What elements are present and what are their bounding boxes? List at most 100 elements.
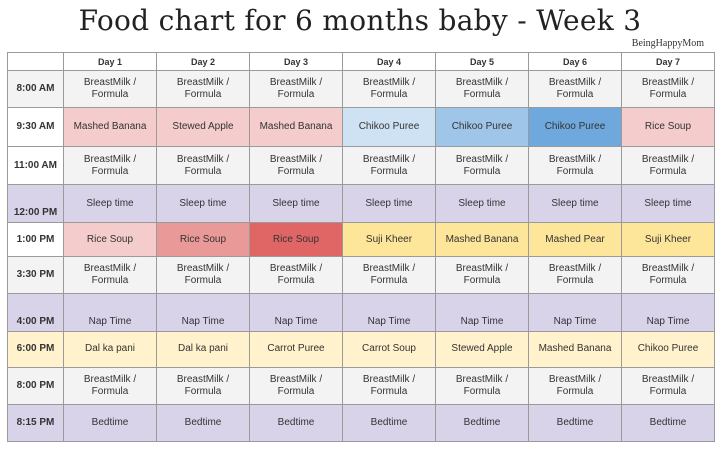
meal-cell: BreastMilk / Formula bbox=[621, 255, 715, 294]
meal-cell: Chikoo Puree bbox=[528, 106, 622, 147]
meal-cell: BreastMilk / Formula bbox=[63, 70, 157, 108]
meal-cell: Sleep time bbox=[342, 184, 436, 224]
meal-cell: Bedtime bbox=[342, 404, 436, 442]
meal-cell: BreastMilk / Formula bbox=[435, 255, 529, 294]
meal-cell: Carrot Soup bbox=[342, 330, 436, 369]
meal-cell: BreastMilk / Formula bbox=[435, 367, 529, 406]
meal-cell: Bedtime bbox=[435, 404, 529, 442]
table-row: 3:30 PM BreastMilk / Formula BreastMilk / … bbox=[7, 255, 715, 294]
table-row: 8:15 PM Bedtime Bedtime Bedtime Bedtime Bedti… bbox=[7, 404, 715, 442]
meal-cell: Suji Kheer bbox=[621, 222, 715, 257]
meal-cell: BreastMilk / Formula bbox=[621, 367, 715, 406]
meal-cell: Mashed Banana bbox=[435, 222, 529, 257]
meal-cell: Stewed Apple bbox=[156, 106, 250, 147]
chart-body: 8:00 AM BreastMilk / Formula BreastMilk / … bbox=[7, 70, 715, 442]
meal-cell: BreastMilk / Formula bbox=[342, 255, 436, 294]
time-cell: 6:00 PM bbox=[7, 330, 64, 369]
meal-cell: Mashed Banana bbox=[528, 330, 622, 369]
meal-cell: Mashed Banana bbox=[249, 106, 343, 147]
meal-cell: Nap Time bbox=[249, 292, 343, 332]
meal-cell: Chikoo Puree bbox=[342, 106, 436, 147]
table-row: 1:00 PM Rice Soup Rice Soup Rice Soup Suji K… bbox=[7, 222, 715, 257]
time-cell: 8:00 AM bbox=[7, 70, 64, 108]
header-day-4: Day 4 bbox=[342, 52, 436, 71]
meal-cell: Nap Time bbox=[342, 292, 436, 332]
meal-cell: Dal ka pani bbox=[63, 330, 157, 369]
meal-cell: BreastMilk / Formula bbox=[528, 70, 622, 108]
meal-cell: Nap Time bbox=[621, 292, 715, 332]
meal-cell: Nap Time bbox=[528, 292, 622, 332]
meal-cell: BreastMilk / Formula bbox=[621, 70, 715, 108]
brand-watermark: BeingHappyMom bbox=[631, 38, 704, 49]
meal-cell: Bedtime bbox=[156, 404, 250, 442]
meal-cell: BreastMilk / Formula bbox=[528, 367, 622, 406]
meal-cell: Suji Kheer bbox=[342, 222, 436, 257]
meal-cell: BreastMilk / Formula bbox=[435, 145, 529, 186]
header-corner bbox=[7, 52, 64, 71]
meal-cell: BreastMilk / Formula bbox=[621, 145, 715, 186]
meal-cell: BreastMilk / Formula bbox=[63, 367, 157, 406]
table-row: 11:00 AM BreastMilk / Formula BreastMilk /… bbox=[7, 145, 715, 186]
meal-cell: BreastMilk / Formula bbox=[342, 70, 436, 108]
header-day-1: Day 1 bbox=[63, 52, 157, 71]
meal-cell: BreastMilk / Formula bbox=[342, 367, 436, 406]
header-day-2: Day 2 bbox=[156, 52, 250, 71]
table-row: 8:00 AM BreastMilk / Formula BreastMilk / … bbox=[7, 70, 715, 108]
meal-cell: Nap Time bbox=[435, 292, 529, 332]
time-cell: 4:00 PM bbox=[7, 292, 64, 332]
meal-cell: Dal ka pani bbox=[156, 330, 250, 369]
meal-cell: Nap Time bbox=[63, 292, 157, 332]
meal-cell: BreastMilk / Formula bbox=[156, 145, 250, 186]
time-cell: 12:00 PM bbox=[7, 184, 64, 224]
meal-cell: Mashed Banana bbox=[63, 106, 157, 147]
time-cell: 9:30 AM bbox=[7, 106, 64, 147]
time-cell: 11:00 AM bbox=[7, 145, 64, 186]
meal-cell: BreastMilk / Formula bbox=[156, 70, 250, 108]
meal-cell: BreastMilk / Formula bbox=[63, 145, 157, 186]
meal-cell: Sleep time bbox=[621, 184, 715, 224]
meal-cell: BreastMilk / Formula bbox=[249, 255, 343, 294]
meal-cell: BreastMilk / Formula bbox=[249, 145, 343, 186]
meal-cell: BreastMilk / Formula bbox=[435, 70, 529, 108]
page-title: Food chart for 6 months baby - Week 3 bbox=[78, 4, 642, 37]
header-day-5: Day 5 bbox=[435, 52, 529, 71]
meal-cell: Mashed Pear bbox=[528, 222, 622, 257]
table-row: 12:00 PM Sleep time Sleep time Sleep time Sl… bbox=[7, 184, 715, 224]
meal-cell: Bedtime bbox=[63, 404, 157, 442]
meal-cell: Sleep time bbox=[528, 184, 622, 224]
header-day-7: Day 7 bbox=[621, 52, 715, 71]
time-cell: 8:00 PM bbox=[7, 367, 64, 406]
meal-cell: Nap Time bbox=[156, 292, 250, 332]
meal-cell: Bedtime bbox=[249, 404, 343, 442]
meal-cell: Rice Soup bbox=[156, 222, 250, 257]
meal-cell: Bedtime bbox=[621, 404, 715, 442]
meal-cell: Stewed Apple bbox=[435, 330, 529, 369]
meal-cell: Sleep time bbox=[435, 184, 529, 224]
table-row: 8:00 PM BreastMilk / Formula BreastMilk / … bbox=[7, 367, 715, 406]
meal-cell: Sleep time bbox=[63, 184, 157, 224]
meal-cell: BreastMilk / Formula bbox=[342, 145, 436, 186]
meal-cell: BreastMilk / Formula bbox=[156, 367, 250, 406]
food-chart-table: Day 1 Day 2 Day 3 Day 4 Day 5 Day 6 Day … bbox=[7, 52, 715, 442]
meal-cell: BreastMilk / Formula bbox=[63, 255, 157, 294]
meal-cell: BreastMilk / Formula bbox=[249, 367, 343, 406]
header-day-6: Day 6 bbox=[528, 52, 622, 71]
meal-cell: BreastMilk / Formula bbox=[528, 255, 622, 294]
meal-cell: Sleep time bbox=[249, 184, 343, 224]
table-row: 9:30 AM Mashed Banana Stewed Apple Mashed B… bbox=[7, 106, 715, 147]
header-row: Day 1 Day 2 Day 3 Day 4 Day 5 Day 6 Day … bbox=[7, 52, 715, 71]
table-row: 4:00 PM Nap Time Nap Time Nap Time Nap Time N… bbox=[7, 292, 715, 332]
time-cell: 1:00 PM bbox=[7, 222, 64, 257]
meal-cell: Carrot Puree bbox=[249, 330, 343, 369]
time-cell: 3:30 PM bbox=[7, 255, 64, 294]
meal-cell: Rice Soup bbox=[621, 106, 715, 147]
meal-cell: Chikoo Puree bbox=[435, 106, 529, 147]
meal-cell: Rice Soup bbox=[249, 222, 343, 257]
meal-cell: BreastMilk / Formula bbox=[156, 255, 250, 294]
meal-cell: Sleep time bbox=[156, 184, 250, 224]
meal-cell: Rice Soup bbox=[63, 222, 157, 257]
meal-cell: BreastMilk / Formula bbox=[249, 70, 343, 108]
meal-cell: Chikoo Puree bbox=[621, 330, 715, 369]
meal-cell: BreastMilk / Formula bbox=[528, 145, 622, 186]
time-cell: 8:15 PM bbox=[7, 404, 64, 442]
